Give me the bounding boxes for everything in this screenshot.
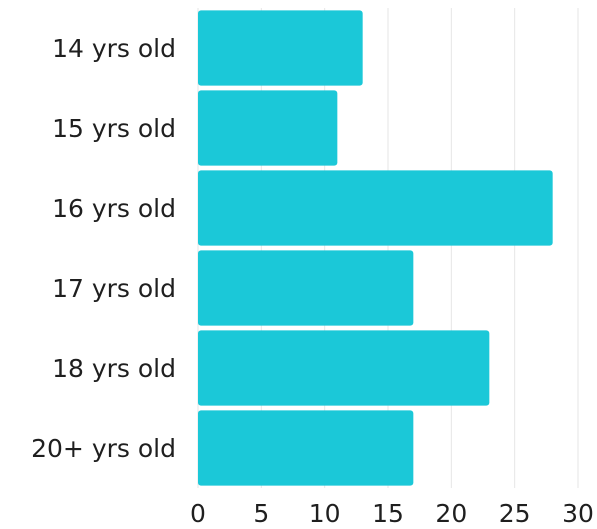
bar bbox=[198, 330, 490, 406]
bar bbox=[198, 10, 363, 86]
x-tick-label: 15 bbox=[372, 499, 404, 528]
x-tick-label: 25 bbox=[499, 499, 531, 528]
x-tick-label: 10 bbox=[309, 499, 341, 528]
x-tick-layer: 0 5 10 15 20 25 30 bbox=[190, 499, 594, 528]
x-tick-label: 0 bbox=[190, 499, 206, 528]
x-tick-label: 20 bbox=[435, 499, 467, 528]
bar-layer bbox=[198, 10, 553, 486]
category-label: 18 yrs old bbox=[52, 354, 176, 383]
bar bbox=[198, 250, 414, 326]
bar bbox=[198, 170, 553, 246]
grid-layer bbox=[197, 8, 579, 488]
x-tick-label: 5 bbox=[253, 499, 269, 528]
category-label-layer: 14 yrs old 15 yrs old 16 yrs old 17 yrs old… bbox=[31, 34, 176, 463]
bar bbox=[198, 410, 414, 486]
bar bbox=[198, 90, 338, 166]
category-label: 20+ yrs old bbox=[31, 434, 176, 463]
x-tick-label: 30 bbox=[562, 499, 594, 528]
category-label: 17 yrs old bbox=[52, 274, 176, 303]
category-label: 15 yrs old bbox=[52, 114, 176, 143]
category-label: 16 yrs old bbox=[52, 194, 176, 223]
category-label: 14 yrs old bbox=[52, 34, 176, 63]
